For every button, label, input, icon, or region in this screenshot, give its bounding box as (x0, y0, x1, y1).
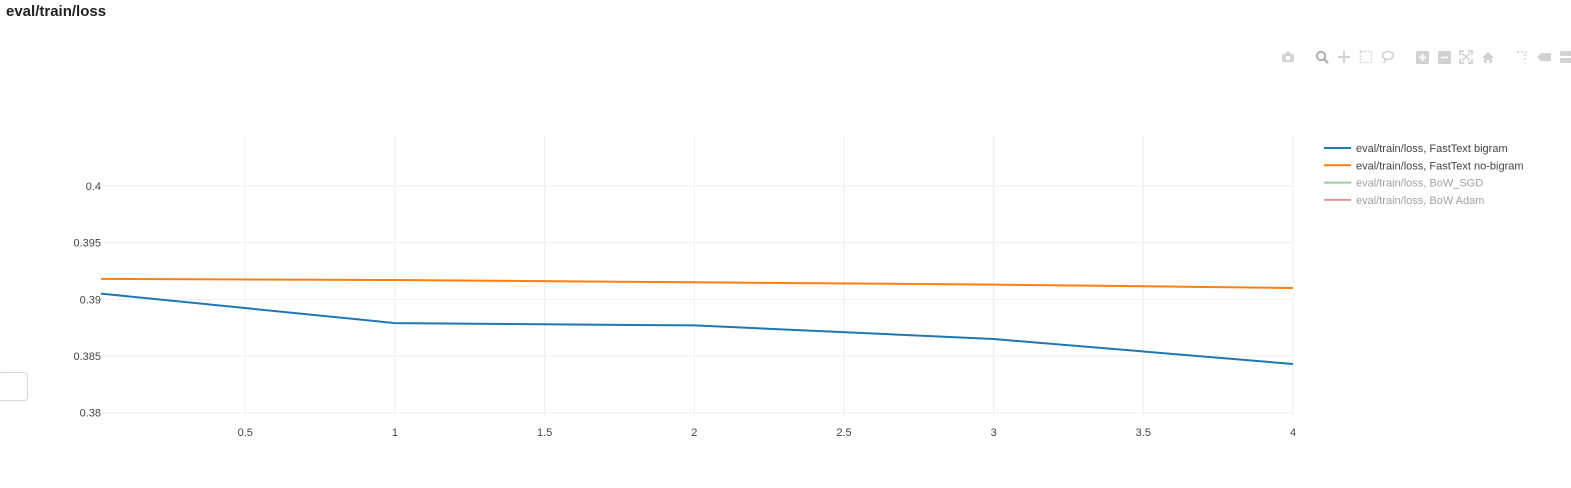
x-tick-label: 3.5 (1136, 427, 1151, 439)
series-line-1[interactable] (100, 277, 1294, 289)
plot-series (100, 277, 1294, 365)
spike-lines-icon[interactable] (1514, 49, 1530, 65)
y-tick-label: 0.4 (86, 181, 101, 193)
y-tick-label: 0.395 (73, 238, 101, 250)
series-line-0[interactable] (100, 292, 1294, 365)
zoom-icon[interactable] (1314, 49, 1330, 65)
y-tick-label: 0.38 (80, 408, 101, 420)
y-axis-ticks: 0.38 0.385 0.39 0.395 0.4 (73, 181, 101, 420)
legend-item[interactable]: eval/train/loss, BoW_SGD (1324, 178, 1483, 190)
x-axis-ticks: 0.5 1 1.5 2 2.5 3 3.5 4 (238, 427, 1296, 439)
y-tick-label: 0.385 (73, 351, 101, 363)
hover-compare-icon[interactable] (1558, 49, 1571, 65)
modebar (1280, 47, 1571, 67)
legend-item[interactable]: eval/train/loss, BoW Adam (1324, 195, 1484, 207)
x-tick-label: 4 (1290, 427, 1296, 439)
x-tick-label: 2.5 (836, 427, 851, 439)
legend-label: eval/train/loss, BoW Adam (1356, 195, 1484, 207)
legend-label: eval/train/loss, FastText bigram (1356, 143, 1508, 155)
zoom-out-icon[interactable] (1436, 49, 1452, 65)
x-tick-label: 0.5 (238, 427, 253, 439)
legend-item[interactable]: eval/train/loss, FastText bigram (1324, 143, 1508, 155)
y-tick-label: 0.39 (80, 294, 101, 306)
panel-title: eval/train/loss (6, 3, 107, 20)
legend-label: eval/train/loss, BoW_SGD (1356, 178, 1483, 190)
lasso-icon[interactable] (1380, 49, 1396, 65)
x-tick-label: 1.5 (537, 427, 552, 439)
box-select-icon[interactable] (1358, 49, 1374, 65)
zoom-in-icon[interactable] (1414, 49, 1430, 65)
hover-closest-icon[interactable] (1536, 49, 1552, 65)
x-tick-label: 3 (991, 427, 997, 439)
legend-item[interactable]: eval/train/loss, FastText no-bigram (1324, 160, 1524, 172)
camera-icon[interactable] (1280, 49, 1296, 65)
pan-icon[interactable] (1336, 49, 1352, 65)
grid (101, 136, 1294, 415)
autoscale-icon[interactable] (1458, 49, 1474, 65)
legend-label: eval/train/loss, FastText no-bigram (1356, 160, 1524, 172)
side-panel-handle[interactable] (0, 372, 28, 401)
x-tick-label: 2 (691, 427, 697, 439)
legend[interactable]: eval/train/loss, FastText bigram eval/tra… (1324, 143, 1524, 207)
x-tick-label: 1 (392, 427, 398, 439)
home-icon[interactable] (1480, 49, 1496, 65)
